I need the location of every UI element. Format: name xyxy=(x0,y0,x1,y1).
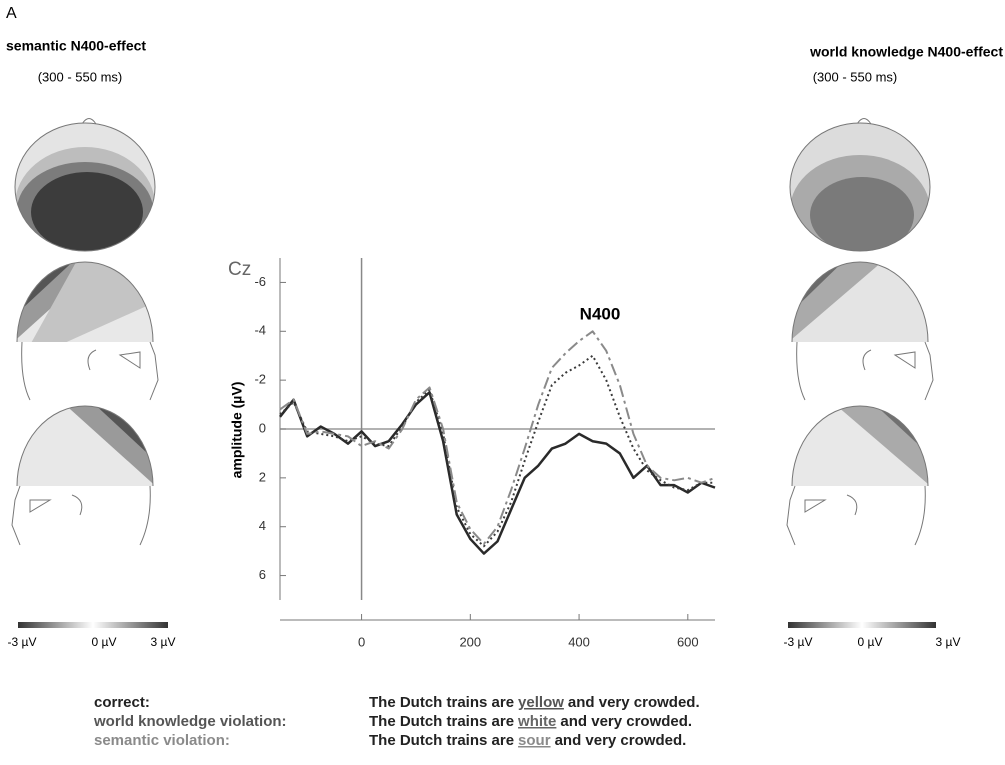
y-tick-label: 6 xyxy=(259,567,266,582)
legend-label: world knowledge violation: xyxy=(93,713,287,730)
topomap-top xyxy=(785,119,935,266)
sentence-before: The Dutch trains are xyxy=(369,732,514,749)
colorbar-label: 3 µV xyxy=(151,635,176,649)
figure: A semantic N400-effect (300 - 550 ms) xyxy=(0,0,1005,765)
sentence-word: sour xyxy=(518,732,551,749)
time-window: (300 - 550 ms) xyxy=(38,69,123,84)
panel-label: A xyxy=(6,5,17,22)
sentence-before: The Dutch trains are xyxy=(369,694,514,711)
y-tick-label: 2 xyxy=(259,469,266,484)
topomap-top xyxy=(10,119,160,264)
x-tick-label: 200 xyxy=(459,634,481,649)
y-axis-title: amplitude (µV) xyxy=(229,382,245,479)
legend-label: correct: xyxy=(94,694,150,711)
colorbar-label: 3 µV xyxy=(936,635,961,649)
topomap-side xyxy=(10,255,160,400)
colorbar-label: 0 µV xyxy=(858,635,883,649)
y-tick-label: 4 xyxy=(259,518,266,533)
colorbar-label: -3 µV xyxy=(8,635,37,649)
series-line xyxy=(280,392,715,553)
sentence-before: The Dutch trains are xyxy=(369,713,514,730)
annotation: N400 xyxy=(580,304,621,323)
channel-label: Cz xyxy=(228,259,251,280)
colorbar xyxy=(18,622,168,628)
y-tick-label: -2 xyxy=(254,372,266,387)
time-window: (300 - 550 ms) xyxy=(813,69,898,84)
sentence-after: and very crowded. xyxy=(555,732,687,749)
y-tick-label: -6 xyxy=(254,274,266,289)
topomap-title: world knowledge N400-effect xyxy=(809,44,1003,60)
topomap-side xyxy=(785,255,935,400)
y-tick-label: 0 xyxy=(259,420,266,435)
topomap-side xyxy=(10,400,160,545)
sentence-word: white xyxy=(517,713,556,730)
x-tick-label: 400 xyxy=(568,634,590,649)
series-line xyxy=(280,356,715,547)
colorbar-label: 0 µV xyxy=(92,635,117,649)
y-tick-label: -4 xyxy=(254,323,266,338)
topomap-side xyxy=(785,400,935,545)
sentence-word: yellow xyxy=(518,694,564,711)
legend-label: semantic violation: xyxy=(94,732,230,749)
topomap-title: semantic N400-effect xyxy=(6,38,146,54)
series-line xyxy=(280,331,715,544)
sentence-after: and very crowded. xyxy=(560,713,692,730)
colorbar-label: -3 µV xyxy=(784,635,813,649)
colorbar xyxy=(788,622,936,628)
x-tick-label: 0 xyxy=(358,634,365,649)
x-tick-label: 600 xyxy=(677,634,699,649)
sentence-after: and very crowded. xyxy=(568,694,700,711)
